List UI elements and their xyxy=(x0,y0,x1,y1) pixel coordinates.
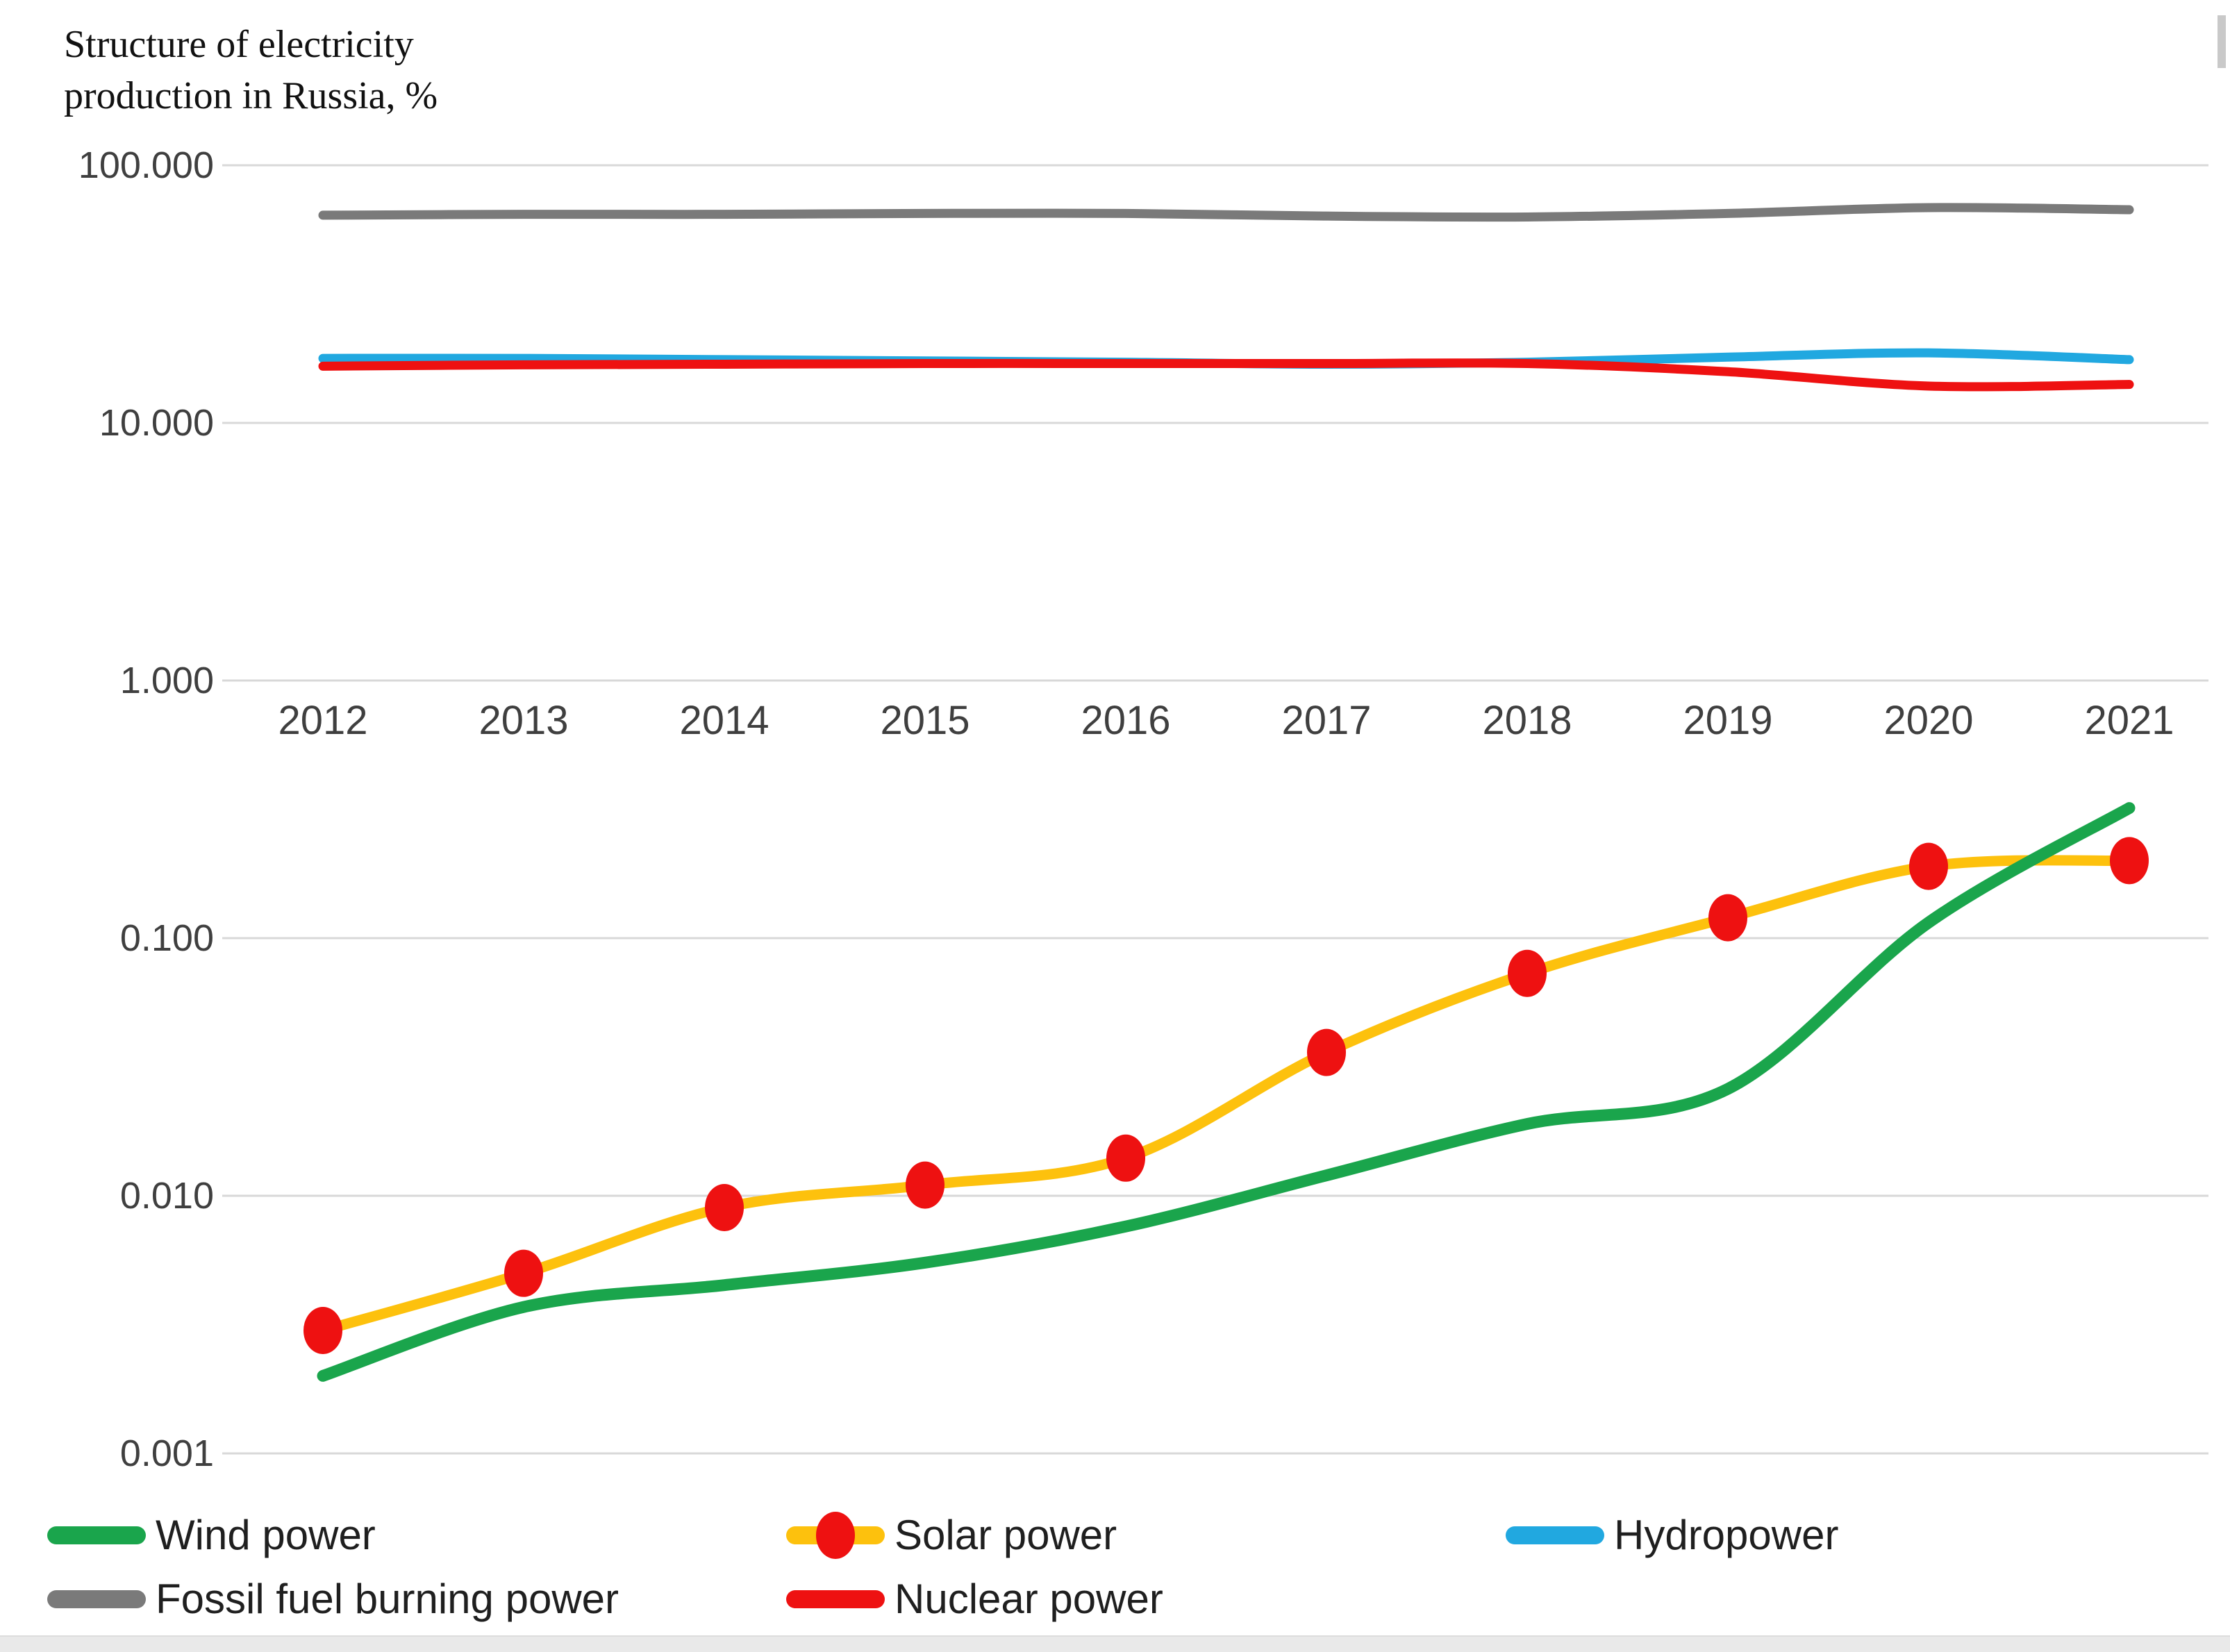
solar-data-point xyxy=(504,1249,543,1297)
x-tick-label-2017: 2017 xyxy=(1281,698,1372,743)
legend-item-fossil-fuel-power: Fossil fuel burning power xyxy=(47,1575,619,1623)
legend-label: Hydropower xyxy=(1614,1512,1839,1558)
chart-title: Structure of electricity production in R… xyxy=(64,19,438,122)
legend-item-solar-power: Solar power xyxy=(786,1511,1117,1559)
legend-label: Fossil fuel burning power xyxy=(156,1576,619,1622)
solar-data-point xyxy=(1307,1028,1346,1076)
solar-data-point xyxy=(1106,1134,1145,1182)
solar-data-point xyxy=(1708,894,1747,942)
solar-data-point xyxy=(303,1306,342,1354)
y-tick-label: 0.010 xyxy=(119,1175,214,1217)
series-line-solar-power xyxy=(317,855,2135,1336)
x-tick-label-2020: 2020 xyxy=(1883,698,1974,743)
solar-marker-icon xyxy=(816,1511,855,1559)
series-line-nuclear-power xyxy=(318,358,2134,392)
hydropower-line-swatch xyxy=(1506,1526,1604,1544)
wind-power-line-swatch xyxy=(47,1526,146,1544)
x-tick-label-2012: 2012 xyxy=(278,698,368,743)
scrollbar-fragment xyxy=(2217,15,2226,68)
legend-item-nuclear-power: Nuclear power xyxy=(786,1575,1163,1623)
series-line-fossil-fuel-burning-power xyxy=(318,203,2134,222)
nuclear-power-line-swatch xyxy=(786,1590,885,1608)
legend-label: Solar power xyxy=(895,1512,1117,1558)
y-tick-label: 10.000 xyxy=(99,402,214,444)
y-tick-label: 1.000 xyxy=(119,660,214,701)
legend-label: Nuclear power xyxy=(895,1576,1163,1622)
window-bottom-edge xyxy=(0,1635,2230,1652)
solar-data-point xyxy=(2110,837,2149,885)
solar-power-line-swatch xyxy=(786,1511,885,1559)
x-tick-label-2016: 2016 xyxy=(1081,698,1171,743)
legend-item-wind-power: Wind power xyxy=(47,1511,376,1559)
chart-title-line1: Structure of electricity xyxy=(64,23,414,66)
solar-data-point xyxy=(1909,842,1948,890)
legend-label: Wind power xyxy=(156,1512,376,1558)
x-tick-label-2019: 2019 xyxy=(1683,698,1773,743)
y-tick-label: 0.100 xyxy=(119,917,214,959)
solar-data-point xyxy=(1508,949,1547,997)
x-tick-label-2014: 2014 xyxy=(679,698,769,743)
series-line-wind-power xyxy=(317,802,2136,1382)
y-tick-label: 0.001 xyxy=(119,1433,214,1474)
chart-title-line2: production in Russia, % xyxy=(64,74,438,117)
x-tick-label-2015: 2015 xyxy=(880,698,970,743)
y-tick-label: 100.000 xyxy=(78,144,214,186)
solar-data-point xyxy=(705,1183,744,1231)
fossil-fuel-line-swatch xyxy=(47,1590,146,1608)
x-tick-label-2021: 2021 xyxy=(2084,698,2174,743)
x-tick-label-2018: 2018 xyxy=(1482,698,1572,743)
legend-item-hydropower: Hydropower xyxy=(1506,1511,1838,1559)
x-tick-label-2013: 2013 xyxy=(479,698,569,743)
solar-data-point xyxy=(906,1161,945,1209)
